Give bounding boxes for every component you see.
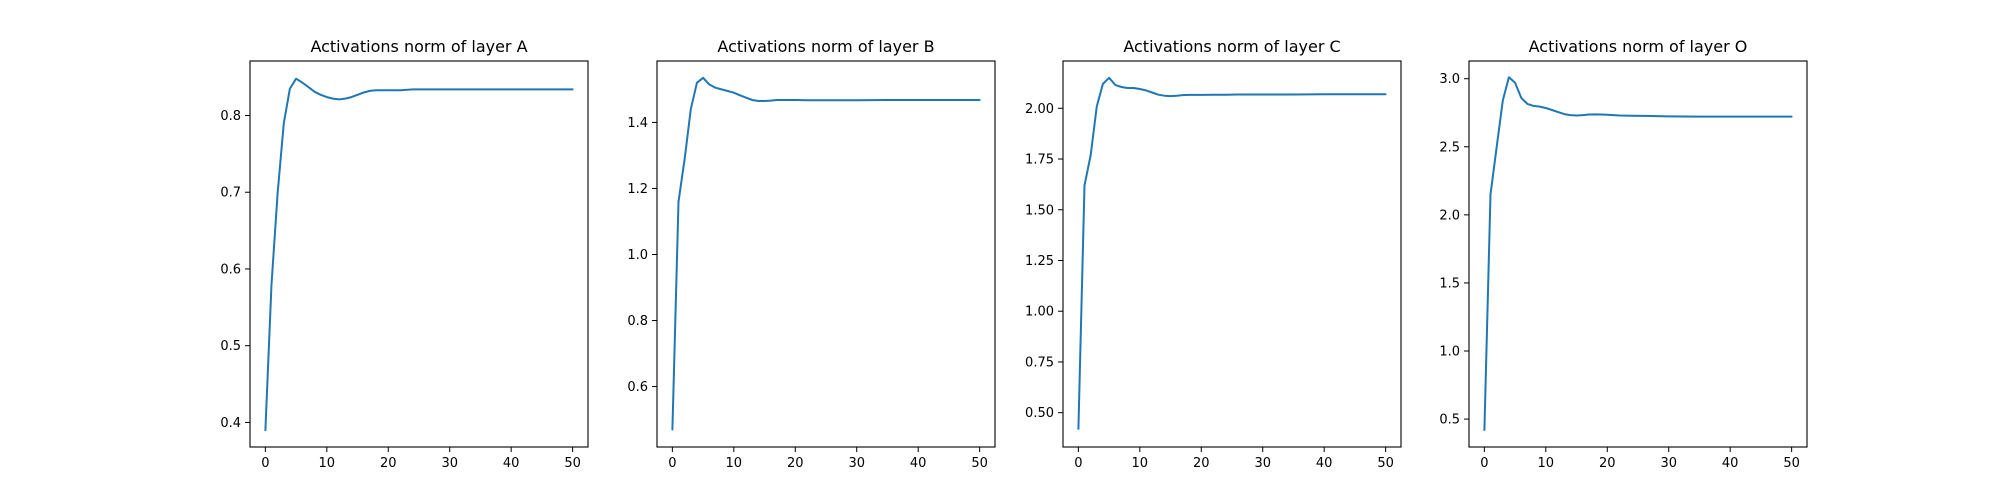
y-tick-label: 1.0 bbox=[627, 248, 648, 263]
x-tick-label: 40 bbox=[1316, 456, 1333, 471]
chart-title-layer-a: Activations norm of layer A bbox=[310, 37, 527, 56]
x-tick-label: 40 bbox=[1722, 456, 1739, 471]
y-tick-label: 0.5 bbox=[1439, 413, 1460, 428]
y-tick-label: 1.50 bbox=[1025, 203, 1054, 218]
x-tick-label: 20 bbox=[787, 456, 804, 471]
y-tick-label: 1.5 bbox=[1439, 276, 1460, 291]
chart-title-layer-b: Activations norm of layer B bbox=[717, 37, 934, 56]
axes-frame bbox=[1468, 60, 1808, 448]
y-tick-label: 2.00 bbox=[1025, 102, 1054, 117]
x-tick-label: 0 bbox=[261, 456, 269, 471]
y-tick-label: 1.25 bbox=[1025, 254, 1054, 269]
y-tick-label: 0.8 bbox=[220, 109, 241, 124]
x-tick-label: 30 bbox=[1254, 456, 1271, 471]
axes-frame bbox=[656, 60, 996, 448]
x-tick-label: 0 bbox=[1074, 456, 1082, 471]
axes-frame bbox=[1062, 60, 1402, 448]
x-tick-label: 10 bbox=[1538, 456, 1555, 471]
y-tick-label: 0.50 bbox=[1025, 406, 1054, 421]
y-tick-label: 1.4 bbox=[627, 116, 648, 131]
x-tick-label: 20 bbox=[380, 456, 397, 471]
x-tick-label: 30 bbox=[441, 456, 458, 471]
series-line-layer-a bbox=[264, 77, 574, 432]
x-tick-label: 10 bbox=[319, 456, 336, 471]
y-tick-label: 2.5 bbox=[1439, 140, 1460, 155]
chart-title-layer-o: Activations norm of layer O bbox=[1529, 37, 1748, 56]
x-tick-label: 50 bbox=[971, 456, 988, 471]
y-tick-label: 1.75 bbox=[1025, 153, 1054, 168]
x-tick-label: 50 bbox=[1377, 456, 1394, 471]
y-tick-label: 0.5 bbox=[220, 339, 241, 354]
y-tick-label: 3.0 bbox=[1439, 72, 1460, 87]
y-tick-label: 0.7 bbox=[220, 186, 241, 201]
series-line-layer-b bbox=[671, 76, 981, 431]
x-tick-label: 50 bbox=[564, 456, 581, 471]
y-tick-label: 0.4 bbox=[220, 416, 241, 431]
y-tick-label: 0.8 bbox=[627, 314, 648, 329]
panel-layer-b: Activations norm of layer B 0 10 20 30 40 50 0.… bbox=[627, 37, 996, 471]
y-tick-label: 0.6 bbox=[220, 262, 241, 277]
panel-layer-o: Activations norm of layer O 0 10 20 30 40 50 0.… bbox=[1439, 37, 1808, 471]
x-tick-label: 10 bbox=[1132, 456, 1149, 471]
x-tick-label: 30 bbox=[848, 456, 865, 471]
y-tick-label: 1.0 bbox=[1439, 345, 1460, 360]
chart-title-layer-c: Activations norm of layer C bbox=[1123, 37, 1340, 56]
y-tick-label: 0.6 bbox=[627, 380, 648, 395]
y-tick-label: 2.0 bbox=[1439, 208, 1460, 223]
series-line-layer-c bbox=[1077, 76, 1387, 430]
y-tick-label: 1.00 bbox=[1025, 305, 1054, 320]
y-tick-label: 1.2 bbox=[627, 182, 648, 197]
panel-layer-c: Activations norm of layer C 0 10 20 30 40 50 0.… bbox=[1025, 37, 1402, 471]
y-tick-label: 0.75 bbox=[1025, 355, 1054, 370]
series-line-layer-o bbox=[1483, 76, 1793, 431]
x-tick-label: 40 bbox=[910, 456, 927, 471]
x-tick-label: 50 bbox=[1783, 456, 1800, 471]
panel-layer-a: Activations norm of layer A 0 10 20 30 40 50 0.… bbox=[220, 37, 589, 471]
x-tick-label: 0 bbox=[668, 456, 676, 471]
x-tick-label: 30 bbox=[1660, 456, 1677, 471]
x-tick-label: 10 bbox=[726, 456, 743, 471]
x-tick-label: 20 bbox=[1599, 456, 1616, 471]
axes-frame bbox=[249, 60, 589, 448]
x-tick-label: 40 bbox=[503, 456, 520, 471]
x-tick-label: 0 bbox=[1480, 456, 1488, 471]
x-tick-label: 20 bbox=[1193, 456, 1210, 471]
